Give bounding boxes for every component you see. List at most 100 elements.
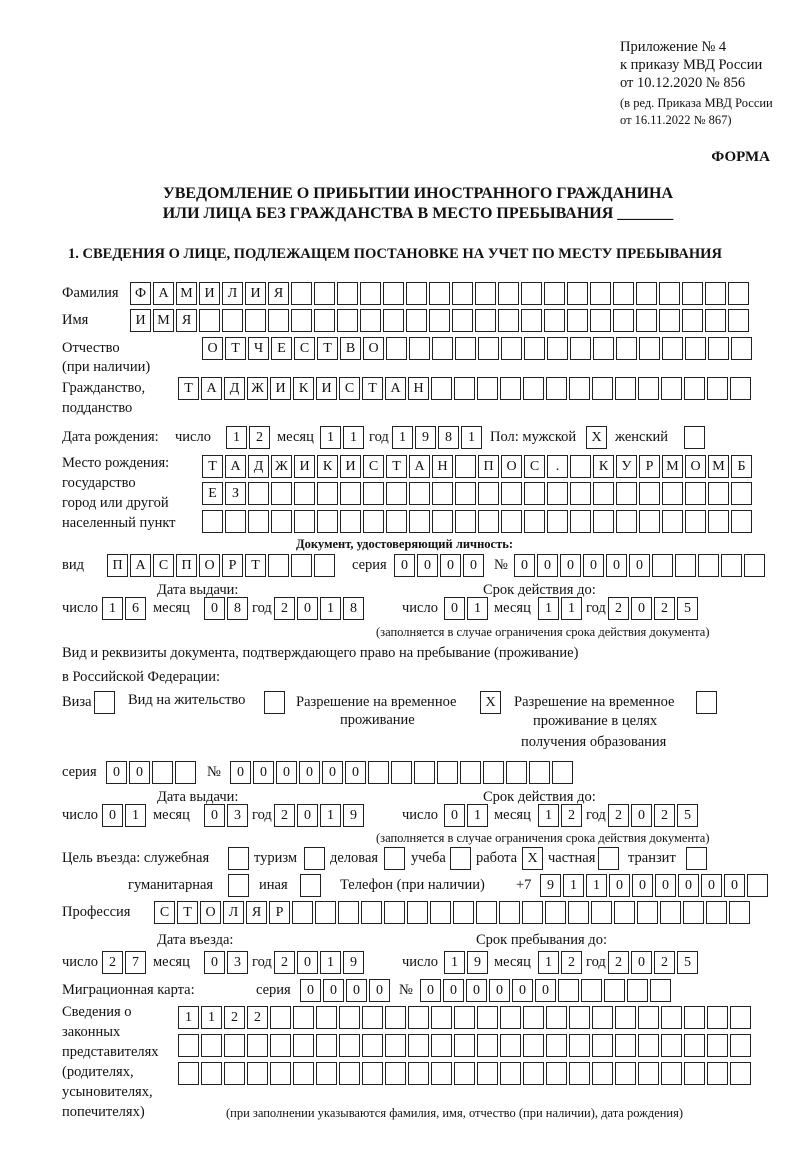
char-cell[interactable] — [569, 1034, 590, 1057]
char-cell[interactable] — [570, 510, 591, 533]
char-cell[interactable] — [523, 377, 544, 400]
char-cell[interactable]: 0 — [701, 874, 722, 897]
char-cell[interactable]: 0 — [631, 804, 652, 827]
char-cell[interactable] — [224, 1034, 245, 1057]
char-cell[interactable] — [294, 482, 315, 505]
char-cell[interactable]: С — [294, 337, 315, 360]
char-cell[interactable] — [546, 1062, 567, 1085]
char-cell[interactable]: 0 — [514, 554, 535, 577]
char-cell[interactable]: М — [176, 282, 197, 305]
purpose-other-checkbox[interactable] — [300, 874, 323, 897]
char-cell[interactable] — [613, 282, 634, 305]
char-cell[interactable]: 2 — [224, 1006, 245, 1029]
char-cell[interactable]: 0 — [204, 951, 225, 974]
char-cell[interactable]: 0 — [606, 554, 627, 577]
char-cell[interactable] — [708, 482, 729, 505]
char-cell[interactable] — [501, 482, 522, 505]
char-cell[interactable] — [613, 309, 634, 332]
char-cell[interactable]: У — [616, 455, 637, 478]
char-cell[interactable]: 6 — [125, 597, 146, 620]
char-cell[interactable]: 0 — [204, 804, 225, 827]
char-cell[interactable] — [432, 510, 453, 533]
char-cell[interactable]: 0 — [535, 979, 556, 1002]
char-cell[interactable]: 8 — [438, 426, 459, 449]
char-cell[interactable]: Т — [225, 337, 246, 360]
char-cell[interactable]: Е — [202, 482, 223, 505]
char-cell[interactable] — [360, 282, 381, 305]
char-cell[interactable] — [386, 482, 407, 505]
char-cell[interactable] — [590, 282, 611, 305]
char-cell[interactable] — [616, 510, 637, 533]
char-cell[interactable] — [590, 309, 611, 332]
char-cell[interactable] — [450, 847, 471, 870]
char-cell[interactable]: 0 — [444, 804, 465, 827]
char-cell[interactable] — [431, 1006, 452, 1029]
char-cell[interactable]: 0 — [631, 597, 652, 620]
char-cell[interactable]: К — [317, 455, 338, 478]
char-cell[interactable] — [523, 1006, 544, 1029]
purpose-work-checkbox[interactable]: X — [522, 847, 545, 870]
char-cell[interactable] — [545, 901, 566, 924]
char-cell[interactable]: 0 — [466, 979, 487, 1002]
char-cell[interactable] — [707, 1006, 728, 1029]
char-cell[interactable] — [339, 1034, 360, 1057]
char-cell[interactable]: Д — [224, 377, 245, 400]
char-cell[interactable]: К — [593, 455, 614, 478]
char-cell[interactable] — [659, 309, 680, 332]
char-cell[interactable] — [455, 337, 476, 360]
char-cell[interactable] — [270, 1006, 291, 1029]
char-cell[interactable] — [662, 510, 683, 533]
char-cell[interactable]: 1 — [320, 951, 341, 974]
char-cell[interactable]: Л — [222, 282, 243, 305]
char-cell[interactable]: Л — [223, 901, 244, 924]
char-cell[interactable] — [178, 1062, 199, 1085]
char-cell[interactable]: 5 — [677, 804, 698, 827]
char-cell[interactable] — [708, 337, 729, 360]
char-cell[interactable] — [638, 1006, 659, 1029]
char-cell[interactable]: 2 — [561, 951, 582, 974]
char-cell[interactable]: 9 — [343, 951, 364, 974]
char-cell[interactable]: 0 — [129, 761, 150, 784]
char-cell[interactable]: И — [316, 377, 337, 400]
char-cell[interactable] — [454, 1062, 475, 1085]
char-cell[interactable]: 0 — [345, 761, 366, 784]
char-cell[interactable] — [730, 1062, 751, 1085]
char-cell[interactable]: 2 — [102, 951, 123, 974]
char-cell[interactable] — [383, 309, 404, 332]
char-cell[interactable] — [228, 874, 249, 897]
char-cell[interactable] — [501, 510, 522, 533]
char-cell[interactable] — [707, 377, 728, 400]
char-cell[interactable] — [661, 1006, 682, 1029]
char-cell[interactable] — [478, 482, 499, 505]
char-cell[interactable] — [652, 554, 673, 577]
char-cell[interactable] — [384, 901, 405, 924]
char-cell[interactable]: 0 — [489, 979, 510, 1002]
char-cell[interactable]: Н — [408, 377, 429, 400]
char-cell[interactable] — [731, 482, 752, 505]
char-cell[interactable]: И — [294, 455, 315, 478]
char-cell[interactable]: 0 — [655, 874, 676, 897]
char-cell[interactable]: Н — [432, 455, 453, 478]
char-cell[interactable]: С — [524, 455, 545, 478]
char-cell[interactable]: С — [153, 554, 174, 577]
char-cell[interactable]: 2 — [608, 804, 629, 827]
char-cell[interactable]: 0 — [443, 979, 464, 1002]
char-cell[interactable]: 0 — [299, 761, 320, 784]
char-cell[interactable]: 0 — [297, 597, 318, 620]
char-cell[interactable] — [477, 1062, 498, 1085]
char-cell[interactable]: 0 — [297, 951, 318, 974]
char-cell[interactable] — [615, 377, 636, 400]
char-cell[interactable]: 1 — [538, 804, 559, 827]
char-cell[interactable] — [500, 377, 521, 400]
